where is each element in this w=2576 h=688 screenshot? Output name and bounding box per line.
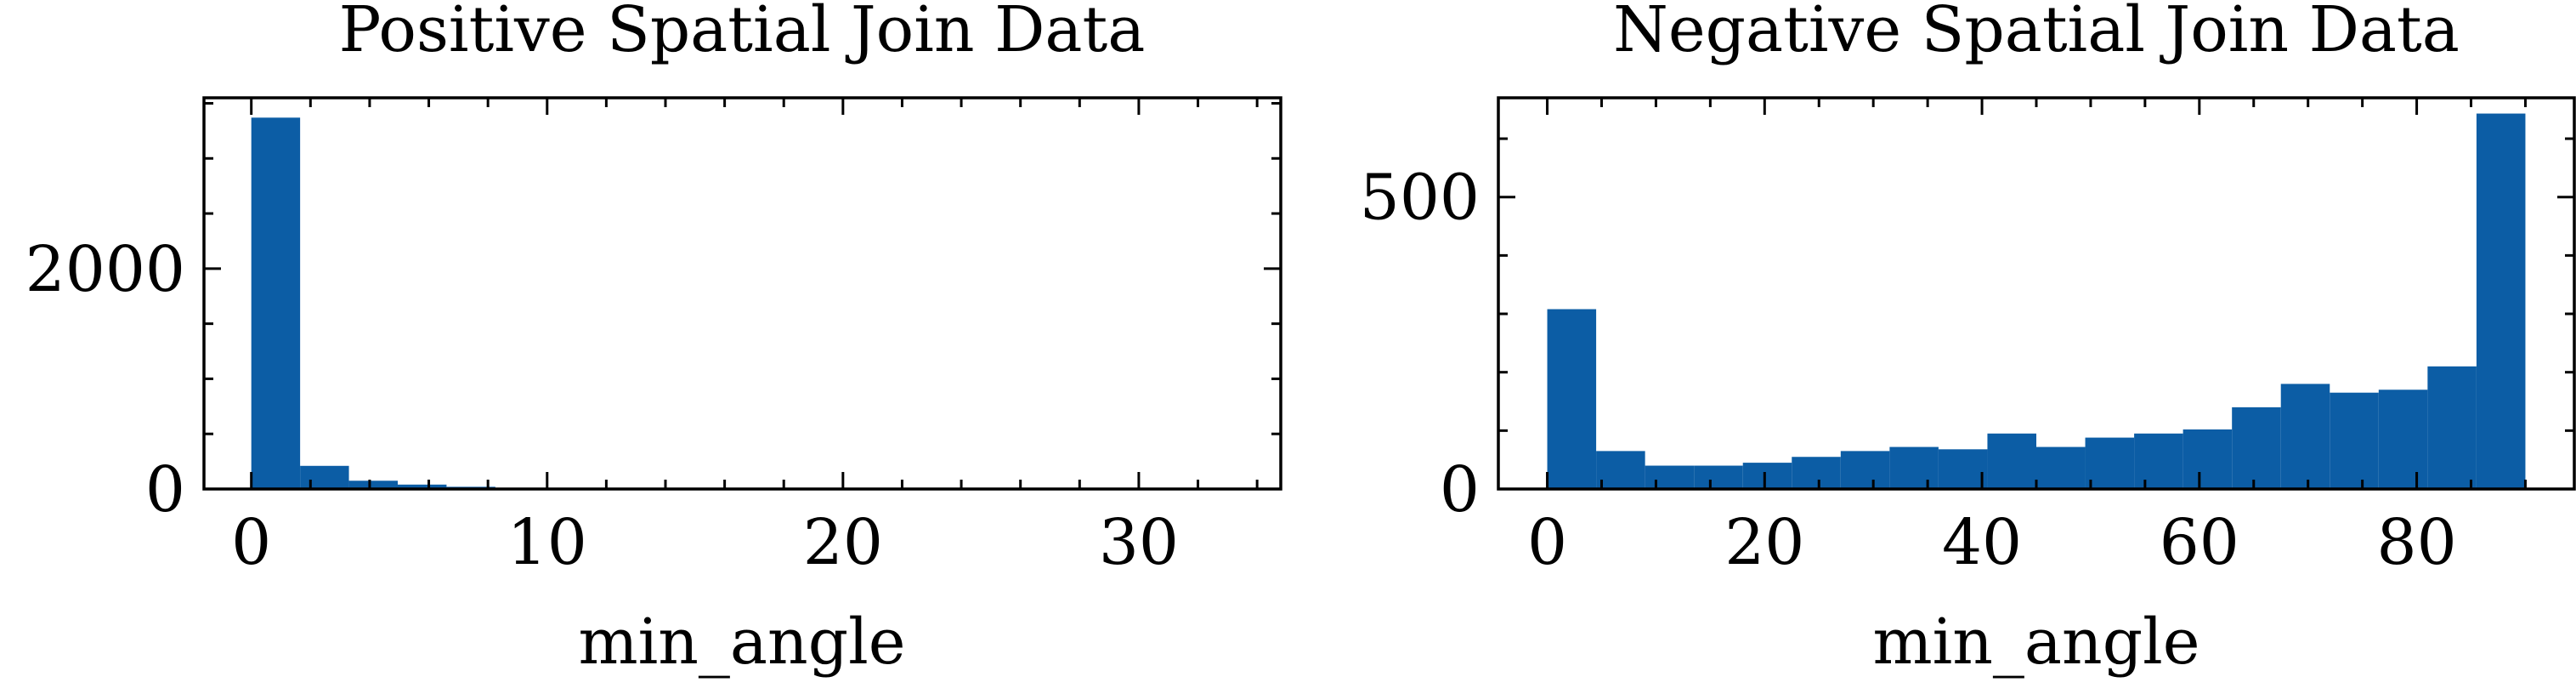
positive-chart-title: Positive Spatial Join Data bbox=[339, 0, 1146, 66]
negative-bar-11 bbox=[2085, 437, 2135, 489]
negative-bar-4 bbox=[1742, 463, 1792, 489]
positive-xtick-label-0: 0 bbox=[231, 506, 271, 579]
positive-bar-0 bbox=[251, 117, 301, 489]
positive-xtick-label-2: 20 bbox=[803, 506, 883, 579]
negative-xtick-label-1: 20 bbox=[1724, 506, 1804, 579]
negative-bar-1 bbox=[1596, 451, 1645, 489]
positive-bar-3 bbox=[397, 484, 447, 489]
positive-bars bbox=[251, 117, 545, 489]
positive-histogram-panel: Positive Spatial Join Data 0 10 20 3002000 … bbox=[25, 0, 1282, 679]
positive-plot-frame bbox=[202, 96, 1282, 491]
negative-bar-7 bbox=[1889, 446, 1939, 489]
negative-ytick-label-1: 500 bbox=[1360, 162, 1480, 235]
negative-bar-2 bbox=[1645, 465, 1695, 489]
positive-tick-labels: 0 10 20 30 0 2000 bbox=[25, 233, 1179, 579]
negative-bar-16 bbox=[2330, 392, 2379, 489]
negative-bars bbox=[1547, 113, 2526, 490]
negative-plot-frame bbox=[1497, 96, 2576, 491]
negative-bar-14 bbox=[2232, 407, 2281, 489]
negative-xtick-label-3: 60 bbox=[2160, 506, 2239, 579]
negative-xtick-label-4: 80 bbox=[2376, 506, 2456, 579]
negative-bar-12 bbox=[2134, 433, 2183, 489]
negative-bar-5 bbox=[1792, 457, 1841, 489]
negative-bar-13 bbox=[2183, 429, 2233, 489]
negative-bar-17 bbox=[2378, 389, 2428, 489]
negative-ytick-label-0: 0 bbox=[1440, 453, 1480, 526]
negative-bar-18 bbox=[2427, 366, 2477, 489]
positive-xtick-label-1: 10 bbox=[507, 506, 587, 579]
negative-x-axis-label: min_angle bbox=[1872, 606, 2200, 679]
negative-bar-8 bbox=[1938, 449, 1988, 489]
negative-chart-title: Negative Spatial Join Data bbox=[1613, 0, 2460, 66]
negative-xtick-label-0: 0 bbox=[1527, 506, 1567, 579]
positive-ticks bbox=[204, 98, 1281, 491]
positive-xtick-label-3: 30 bbox=[1099, 506, 1179, 579]
negative-bar-0 bbox=[1547, 309, 1597, 489]
positive-x-axis-label: min_angle bbox=[578, 606, 905, 679]
negative-xtick-label-2: 40 bbox=[1942, 506, 2022, 579]
positive-bar-1 bbox=[300, 465, 349, 489]
negative-bar-6 bbox=[1840, 451, 1890, 489]
negative-bar-3 bbox=[1694, 465, 1743, 489]
positive-ytick-label-0: 0 bbox=[145, 453, 185, 526]
negative-bar-9 bbox=[1987, 433, 2036, 489]
negative-bar-10 bbox=[2036, 446, 2086, 489]
positive-ytick-label-1: 2000 bbox=[25, 233, 185, 306]
negative-histogram-panel: Negative Spatial Join Data 0 20 40 60 80 0 500… bbox=[1360, 0, 2576, 679]
negative-bar-15 bbox=[2280, 384, 2330, 489]
negative-tick-labels: 0 20 40 60 80 0 500 bbox=[1360, 162, 2457, 579]
negative-bar-19 bbox=[2476, 113, 2526, 490]
positive-bar-2 bbox=[348, 480, 398, 489]
